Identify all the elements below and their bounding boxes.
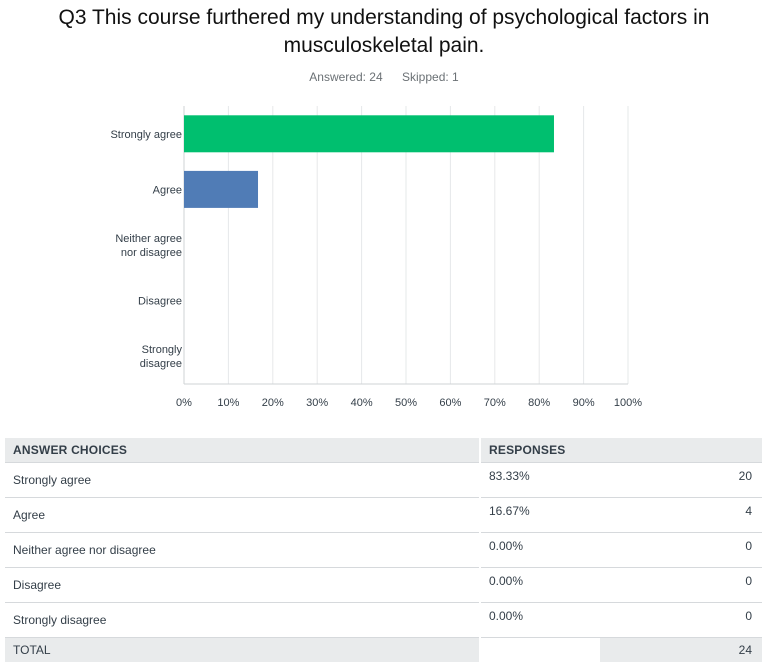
x-tick-label: 40% <box>351 397 373 409</box>
row-count: 0 <box>600 568 762 603</box>
row-count: 0 <box>600 603 762 638</box>
total-spacer <box>480 638 600 662</box>
row-percent: 83.33% <box>480 463 600 498</box>
x-tick-label: 60% <box>439 397 461 409</box>
question-title: Q3 This course furthered my understandin… <box>0 4 768 60</box>
category-label: nor disagree <box>121 247 182 259</box>
response-summary: Answered: 24 Skipped: 1 <box>0 70 768 84</box>
row-percent: 0.00% <box>480 603 600 638</box>
header-responses: RESPONSES <box>480 438 762 463</box>
table-row: Strongly disagree 0.00% 0 <box>5 603 762 638</box>
x-tick-label: 50% <box>395 397 417 409</box>
total-row: TOTAL 24 <box>5 638 762 662</box>
skipped-count: Skipped: 1 <box>402 70 459 84</box>
row-count: 4 <box>600 498 762 533</box>
question-title-line-2: musculoskeletal pain. <box>0 32 768 60</box>
x-tick-label: 90% <box>573 397 595 409</box>
answer-table: ANSWER CHOICES RESPONSES Strongly agree … <box>5 438 762 662</box>
x-tick-label: 30% <box>306 397 328 409</box>
row-percent: 0.00% <box>480 533 600 568</box>
row-count: 20 <box>600 463 762 498</box>
category-label: Strongly <box>142 344 183 356</box>
x-tick-label: 20% <box>262 397 284 409</box>
row-choice: Agree <box>5 498 480 533</box>
x-tick-label: 100% <box>614 397 642 409</box>
row-percent: 0.00% <box>480 568 600 603</box>
total-label: TOTAL <box>5 638 480 662</box>
row-count: 0 <box>600 533 762 568</box>
category-label: Strongly agree <box>110 129 182 141</box>
row-choice: Disagree <box>5 568 480 603</box>
table-row: Neither agree nor disagree 0.00% 0 <box>5 533 762 568</box>
total-count: 24 <box>600 638 762 662</box>
bar <box>184 115 554 152</box>
x-tick-label: 10% <box>217 397 239 409</box>
x-tick-label: 70% <box>484 397 506 409</box>
bar-chart: 0% 10% 20% 30% 40% 50% 60% 70% 80% 90% 100% Strongl… <box>0 100 768 420</box>
answered-count: Answered: 24 <box>309 70 382 84</box>
category-label: Disagree <box>138 296 182 308</box>
category-label: Neither agree <box>115 233 182 245</box>
header-answer-choices: ANSWER CHOICES <box>5 438 480 463</box>
x-tick-label: 80% <box>528 397 550 409</box>
row-choice: Strongly agree <box>5 463 480 498</box>
row-choice: Neither agree nor disagree <box>5 533 480 568</box>
table-row: Strongly agree 83.33% 20 <box>5 463 762 498</box>
category-label: disagree <box>140 358 182 370</box>
question-title-line-1: Q3 This course furthered my understandin… <box>0 4 768 32</box>
bar <box>184 171 258 208</box>
table-header-row: ANSWER CHOICES RESPONSES <box>5 438 762 463</box>
table-row: Disagree 0.00% 0 <box>5 568 762 603</box>
table-row: Agree 16.67% 4 <box>5 498 762 533</box>
category-label: Agree <box>153 184 182 196</box>
row-percent: 16.67% <box>480 498 600 533</box>
row-choice: Strongly disagree <box>5 603 480 638</box>
x-tick-label: 0% <box>176 397 192 409</box>
